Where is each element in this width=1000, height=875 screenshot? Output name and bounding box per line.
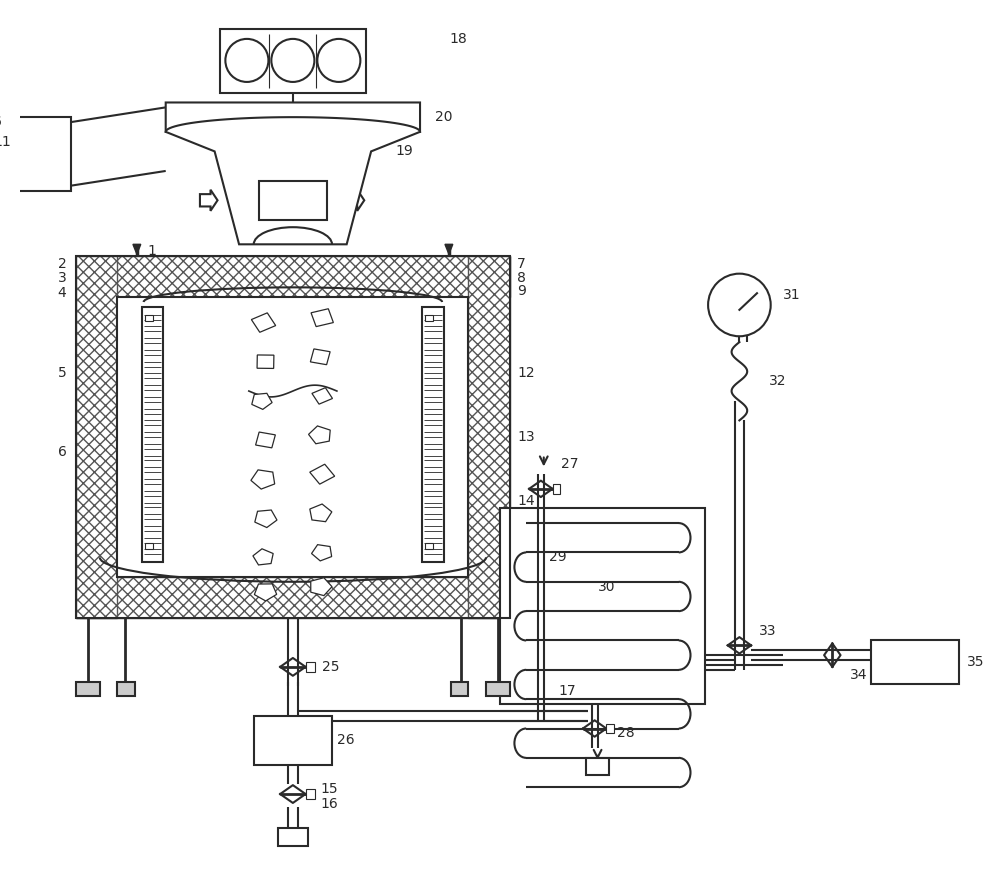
- Text: 27: 27: [561, 458, 579, 472]
- Polygon shape: [445, 244, 453, 254]
- Bar: [76, 577, 510, 618]
- Bar: [117, 298, 468, 577]
- Polygon shape: [312, 544, 332, 561]
- Bar: [586, 758, 609, 775]
- Text: 7: 7: [517, 257, 526, 271]
- Bar: [425, 315, 433, 320]
- Polygon shape: [257, 355, 274, 368]
- Polygon shape: [311, 309, 333, 326]
- Text: 34: 34: [850, 668, 867, 682]
- Bar: [451, 682, 468, 696]
- Bar: [486, 682, 510, 696]
- Bar: [468, 256, 510, 618]
- Polygon shape: [251, 470, 275, 489]
- Bar: [259, 181, 327, 220]
- Text: 9: 9: [517, 284, 526, 298]
- Text: 19: 19: [396, 144, 413, 158]
- Text: 8: 8: [517, 270, 526, 284]
- Bar: [254, 716, 332, 765]
- Text: 26: 26: [337, 733, 355, 747]
- Bar: [142, 307, 163, 563]
- Polygon shape: [49, 144, 66, 164]
- Text: 33: 33: [759, 624, 776, 638]
- Bar: [76, 256, 510, 298]
- Text: 29: 29: [549, 550, 566, 564]
- Bar: [117, 682, 135, 696]
- Text: 15: 15: [320, 782, 338, 796]
- Bar: [422, 307, 444, 563]
- Text: 20: 20: [435, 110, 452, 124]
- Polygon shape: [166, 102, 420, 244]
- Text: 31: 31: [783, 288, 801, 302]
- Bar: [76, 682, 100, 696]
- Text: 1: 1: [147, 244, 156, 258]
- Text: 13: 13: [517, 430, 535, 444]
- Polygon shape: [200, 190, 218, 211]
- Polygon shape: [310, 349, 330, 365]
- Polygon shape: [252, 394, 272, 410]
- Polygon shape: [254, 584, 277, 601]
- Polygon shape: [133, 244, 141, 254]
- Bar: [425, 542, 433, 549]
- Bar: [76, 256, 510, 618]
- Text: 5: 5: [58, 367, 66, 381]
- Polygon shape: [255, 510, 277, 528]
- Text: 16: 16: [320, 797, 338, 811]
- Circle shape: [317, 38, 360, 82]
- Text: 25: 25: [322, 660, 340, 674]
- Text: 17: 17: [558, 684, 576, 698]
- Text: 14: 14: [517, 493, 535, 507]
- Text: 4: 4: [58, 286, 66, 300]
- Polygon shape: [347, 190, 364, 211]
- Bar: [145, 315, 153, 320]
- Text: 6: 6: [0, 115, 2, 129]
- Bar: [306, 789, 315, 799]
- Bar: [871, 640, 959, 684]
- Text: 35: 35: [967, 655, 985, 669]
- Bar: [500, 508, 705, 704]
- Bar: [306, 662, 315, 672]
- Polygon shape: [310, 504, 332, 522]
- Circle shape: [271, 38, 314, 82]
- Circle shape: [708, 274, 771, 336]
- Bar: [278, 829, 308, 846]
- Text: 6: 6: [58, 444, 66, 458]
- Polygon shape: [253, 549, 273, 565]
- Circle shape: [225, 38, 268, 82]
- Polygon shape: [312, 388, 332, 404]
- Bar: [553, 484, 560, 493]
- Text: 32: 32: [769, 374, 786, 388]
- Polygon shape: [311, 578, 332, 596]
- Text: 2: 2: [58, 257, 66, 271]
- Polygon shape: [251, 313, 276, 332]
- Polygon shape: [310, 465, 335, 484]
- Text: 12: 12: [517, 367, 535, 381]
- Bar: [76, 256, 117, 618]
- Bar: [3, 117, 71, 191]
- Bar: [145, 542, 153, 549]
- Bar: [220, 29, 366, 93]
- Text: 11: 11: [0, 135, 11, 149]
- Text: 18: 18: [449, 31, 467, 46]
- Bar: [606, 724, 614, 733]
- Polygon shape: [256, 432, 275, 448]
- Text: 3: 3: [58, 270, 66, 284]
- Text: 30: 30: [598, 579, 615, 593]
- Text: 28: 28: [617, 726, 635, 740]
- Polygon shape: [309, 426, 330, 444]
